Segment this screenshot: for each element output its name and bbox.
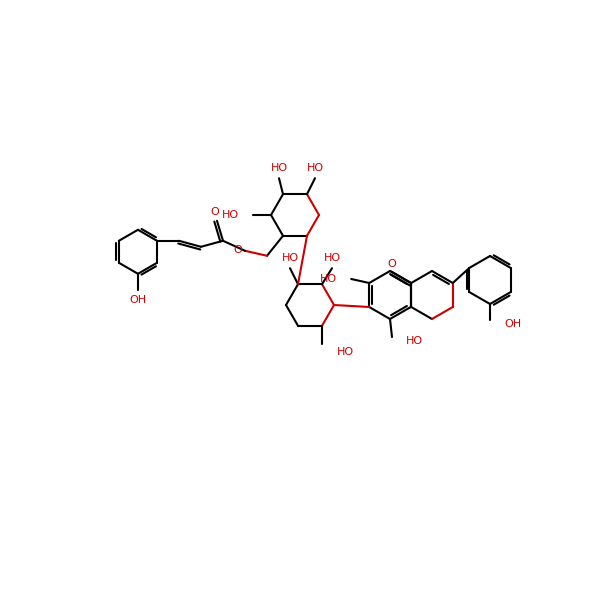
Text: O: O [233,245,242,255]
Text: HO: HO [406,336,423,346]
Text: HO: HO [337,347,354,357]
Text: HO: HO [271,163,287,173]
Text: HO: HO [281,253,299,263]
Text: O: O [387,259,396,269]
Text: HO: HO [307,163,323,173]
Text: HO: HO [320,274,337,284]
Text: O: O [211,207,220,217]
Text: OH: OH [504,319,521,329]
Text: HO: HO [323,253,341,263]
Text: OH: OH [130,295,146,305]
Text: HO: HO [222,210,239,220]
